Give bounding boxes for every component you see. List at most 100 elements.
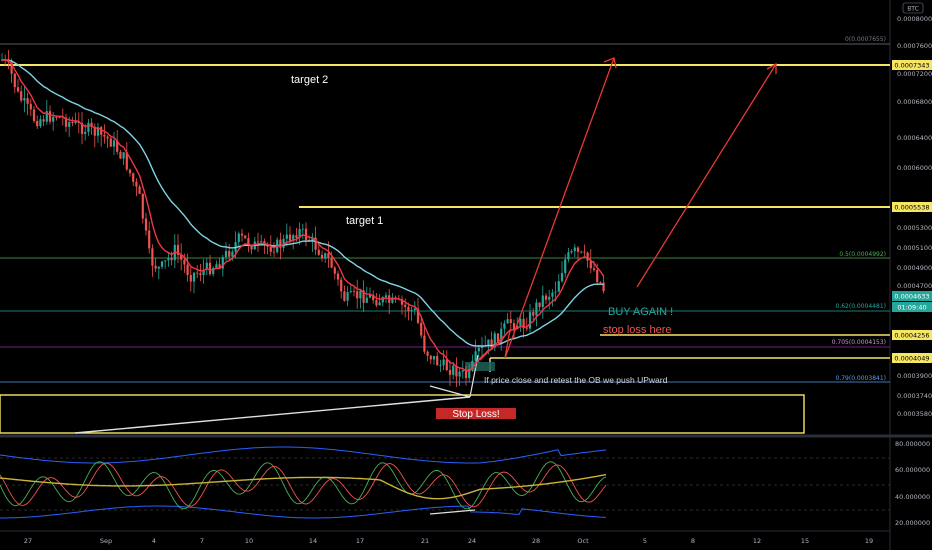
candle-body[interactable] [10, 62, 13, 74]
candle-body[interactable] [64, 117, 68, 127]
candle-body[interactable] [551, 292, 554, 297]
target-1-label[interactable]: target 1 [346, 215, 383, 227]
price-tag[interactable] [892, 202, 932, 212]
candle-body[interactable] [381, 297, 384, 303]
candle-body[interactable] [256, 241, 260, 243]
candle-body[interactable] [525, 328, 528, 330]
candle-body[interactable] [599, 282, 602, 283]
candle-body[interactable] [125, 152, 128, 170]
candle-body[interactable] [32, 109, 36, 121]
candle-body[interactable] [39, 119, 42, 127]
candle-body[interactable] [352, 291, 356, 292]
candle-body[interactable] [570, 251, 573, 253]
candle-body[interactable] [208, 262, 212, 275]
trendline[interactable] [429, 385, 471, 398]
candle-body[interactable] [356, 291, 359, 299]
candle-body[interactable] [26, 98, 29, 104]
candle-body[interactable] [224, 251, 228, 258]
candle-body[interactable] [186, 264, 189, 276]
candle-body[interactable] [564, 259, 567, 274]
candle-body[interactable] [586, 252, 589, 261]
candle-body[interactable] [106, 136, 109, 139]
candle-body[interactable] [282, 238, 285, 248]
candle-body[interactable] [541, 295, 544, 307]
candle-body[interactable] [583, 251, 586, 253]
osc-trendline[interactable] [429, 509, 476, 515]
stoch-d-line[interactable] [0, 462, 607, 508]
candle-body[interactable] [410, 309, 413, 312]
stoch-k-line[interactable] [0, 461, 607, 510]
candle-body[interactable] [340, 279, 343, 292]
candle-body[interactable] [384, 295, 388, 298]
candle-body[interactable] [228, 251, 231, 257]
candle-body[interactable] [244, 235, 247, 239]
projection-arrow[interactable] [636, 63, 777, 288]
candle-body[interactable] [423, 335, 426, 352]
candle-body[interactable] [170, 257, 173, 261]
candle-body[interactable] [432, 355, 436, 360]
candle-body[interactable] [84, 131, 87, 134]
candle-body[interactable] [439, 365, 442, 366]
candle-body[interactable] [183, 259, 186, 265]
candle-body[interactable] [231, 251, 234, 257]
candle-body[interactable] [516, 325, 519, 330]
candle-body[interactable] [573, 247, 576, 252]
fib-retracement[interactable]: 0(0.0007655) 0.5(0.0004992) 0.62(0.00044… [0, 36, 890, 383]
buy-again-label[interactable]: BUY AGAIN ! [608, 306, 673, 318]
candle-body[interactable] [557, 281, 560, 292]
candle-body[interactable] [157, 266, 160, 269]
candle-body[interactable] [298, 229, 301, 238]
candle-body[interactable] [247, 238, 250, 246]
candle-body[interactable] [365, 297, 368, 303]
candle-body[interactable] [420, 322, 423, 336]
candle-body[interactable] [237, 233, 240, 243]
target-2-label[interactable]: target 2 [291, 74, 328, 86]
candle-body[interactable] [141, 193, 144, 219]
candle-body[interactable] [490, 339, 493, 348]
candle-body[interactable] [71, 122, 74, 124]
candle-body[interactable] [260, 241, 263, 243]
candle-body[interactable] [445, 359, 448, 371]
candle-body[interactable] [167, 257, 170, 261]
candle-body[interactable] [103, 134, 106, 137]
candle-body[interactable] [93, 126, 96, 136]
candle-body[interactable] [215, 264, 218, 269]
candle-body[interactable] [189, 275, 192, 282]
candle-body[interactable] [378, 302, 381, 306]
candle-body[interactable] [90, 122, 93, 127]
candle-body[interactable] [29, 103, 32, 110]
candle-body[interactable] [596, 270, 599, 283]
candle-body[interactable] [528, 312, 532, 329]
candle-body[interactable] [138, 186, 141, 194]
candle-body[interactable] [148, 230, 151, 249]
candle-body[interactable] [45, 111, 48, 122]
candle-body[interactable] [221, 257, 224, 269]
candle-body[interactable] [461, 370, 464, 372]
candle-body[interactable] [368, 294, 372, 298]
price-tag[interactable] [892, 291, 932, 301]
symbol-badge[interactable] [902, 2, 924, 14]
candle-body[interactable] [112, 140, 116, 147]
candle-body[interactable] [496, 333, 500, 344]
candle-body[interactable] [343, 291, 346, 301]
candle-body[interactable] [580, 251, 583, 253]
candle-body[interactable] [471, 360, 474, 370]
candle-body[interactable] [154, 265, 157, 269]
candle-body[interactable] [474, 351, 477, 361]
rsi-line[interactable] [0, 473, 607, 500]
candle-body[interactable] [320, 254, 324, 259]
stop-loss-here-label[interactable]: stop loss here [603, 324, 671, 336]
countdown-tag[interactable] [892, 302, 932, 312]
candle-body[interactable] [468, 369, 471, 379]
candle-body[interactable] [23, 98, 26, 101]
candle-body[interactable] [285, 234, 288, 239]
trendline[interactable] [74, 396, 471, 434]
candle-body[interactable] [426, 351, 429, 356]
ob-note-label[interactable]: If price close and retest the OB we push… [484, 375, 668, 385]
candle-body[interactable] [487, 339, 490, 346]
candle-body[interactable] [560, 273, 564, 282]
stop-loss-zone[interactable] [0, 394, 805, 434]
candle-body[interactable] [455, 365, 458, 377]
candle-body[interactable] [442, 359, 445, 366]
candle-body[interactable] [36, 120, 39, 127]
